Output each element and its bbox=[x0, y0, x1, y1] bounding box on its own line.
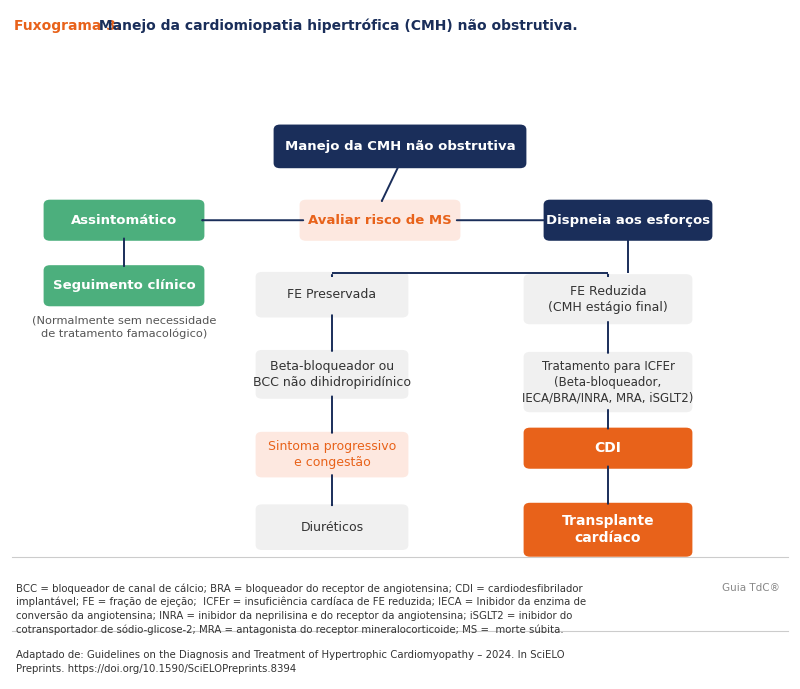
Text: Guia TdC®: Guia TdC® bbox=[722, 583, 780, 593]
Text: Manejo da cardiomiopatia hipertrófica (CMH) não obstrutiva.: Manejo da cardiomiopatia hipertrófica (C… bbox=[94, 19, 578, 33]
Text: CDI: CDI bbox=[594, 441, 622, 455]
Text: FE Preservada: FE Preservada bbox=[287, 288, 377, 301]
Text: Avaliar risco de MS: Avaliar risco de MS bbox=[308, 214, 452, 227]
FancyBboxPatch shape bbox=[544, 200, 713, 240]
Text: Diuréticos: Diuréticos bbox=[301, 521, 363, 534]
Text: Adaptado de: Guidelines on the Diagnosis and Treatment of Hypertrophic Cardiomyo: Adaptado de: Guidelines on the Diagnosis… bbox=[16, 650, 565, 674]
FancyBboxPatch shape bbox=[256, 272, 408, 318]
Text: BCC = bloqueador de canal de cálcio; BRA = bloqueador do receptor de angiotensin: BCC = bloqueador de canal de cálcio; BRA… bbox=[16, 583, 586, 635]
FancyBboxPatch shape bbox=[524, 428, 692, 469]
Text: Sintoma progressivo
e congestão: Sintoma progressivo e congestão bbox=[268, 440, 396, 469]
FancyBboxPatch shape bbox=[43, 200, 205, 240]
FancyBboxPatch shape bbox=[43, 265, 205, 307]
Text: FE Reduzida
(CMH estágio final): FE Reduzida (CMH estágio final) bbox=[548, 285, 668, 313]
FancyBboxPatch shape bbox=[256, 432, 408, 477]
FancyBboxPatch shape bbox=[256, 504, 408, 550]
Text: (Normalmente sem necessidade
de tratamento famacológico): (Normalmente sem necessidade de tratamen… bbox=[32, 316, 216, 340]
Text: Dispneia aos esforços: Dispneia aos esforços bbox=[546, 214, 710, 227]
FancyBboxPatch shape bbox=[274, 125, 526, 168]
Text: Tratamento para ICFEr
(Beta-bloqueador,
IECA/BRA/INRA, MRA, iSGLT2): Tratamento para ICFEr (Beta-bloqueador, … bbox=[522, 360, 694, 404]
FancyBboxPatch shape bbox=[256, 350, 408, 399]
FancyBboxPatch shape bbox=[299, 200, 460, 240]
Text: Seguimento clínico: Seguimento clínico bbox=[53, 279, 195, 292]
FancyBboxPatch shape bbox=[524, 274, 692, 325]
Text: Assintomático: Assintomático bbox=[71, 214, 177, 227]
Text: Transplante
cardíaco: Transplante cardíaco bbox=[562, 514, 654, 546]
Text: Beta-bloqueador ou
BCC não dihidropiridínico: Beta-bloqueador ou BCC não dihidropiridí… bbox=[253, 360, 411, 389]
Text: Fuxograma 3.: Fuxograma 3. bbox=[14, 19, 122, 33]
FancyBboxPatch shape bbox=[524, 503, 692, 557]
FancyBboxPatch shape bbox=[524, 352, 692, 412]
Text: Manejo da CMH não obstrutiva: Manejo da CMH não obstrutiva bbox=[285, 140, 515, 153]
